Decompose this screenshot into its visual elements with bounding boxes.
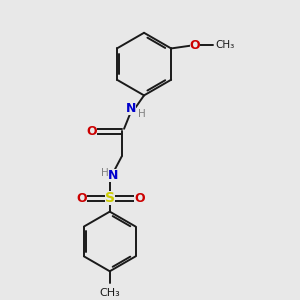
Text: O: O [134,192,145,205]
Text: CH₃: CH₃ [99,288,120,298]
Text: H: H [100,168,108,178]
Text: CH₃: CH₃ [216,40,235,50]
Text: S: S [105,191,115,205]
Text: N: N [125,102,136,115]
Text: N: N [108,169,118,182]
Text: O: O [87,125,97,138]
Text: H: H [138,109,146,119]
Text: O: O [76,192,87,205]
Text: O: O [190,39,200,52]
